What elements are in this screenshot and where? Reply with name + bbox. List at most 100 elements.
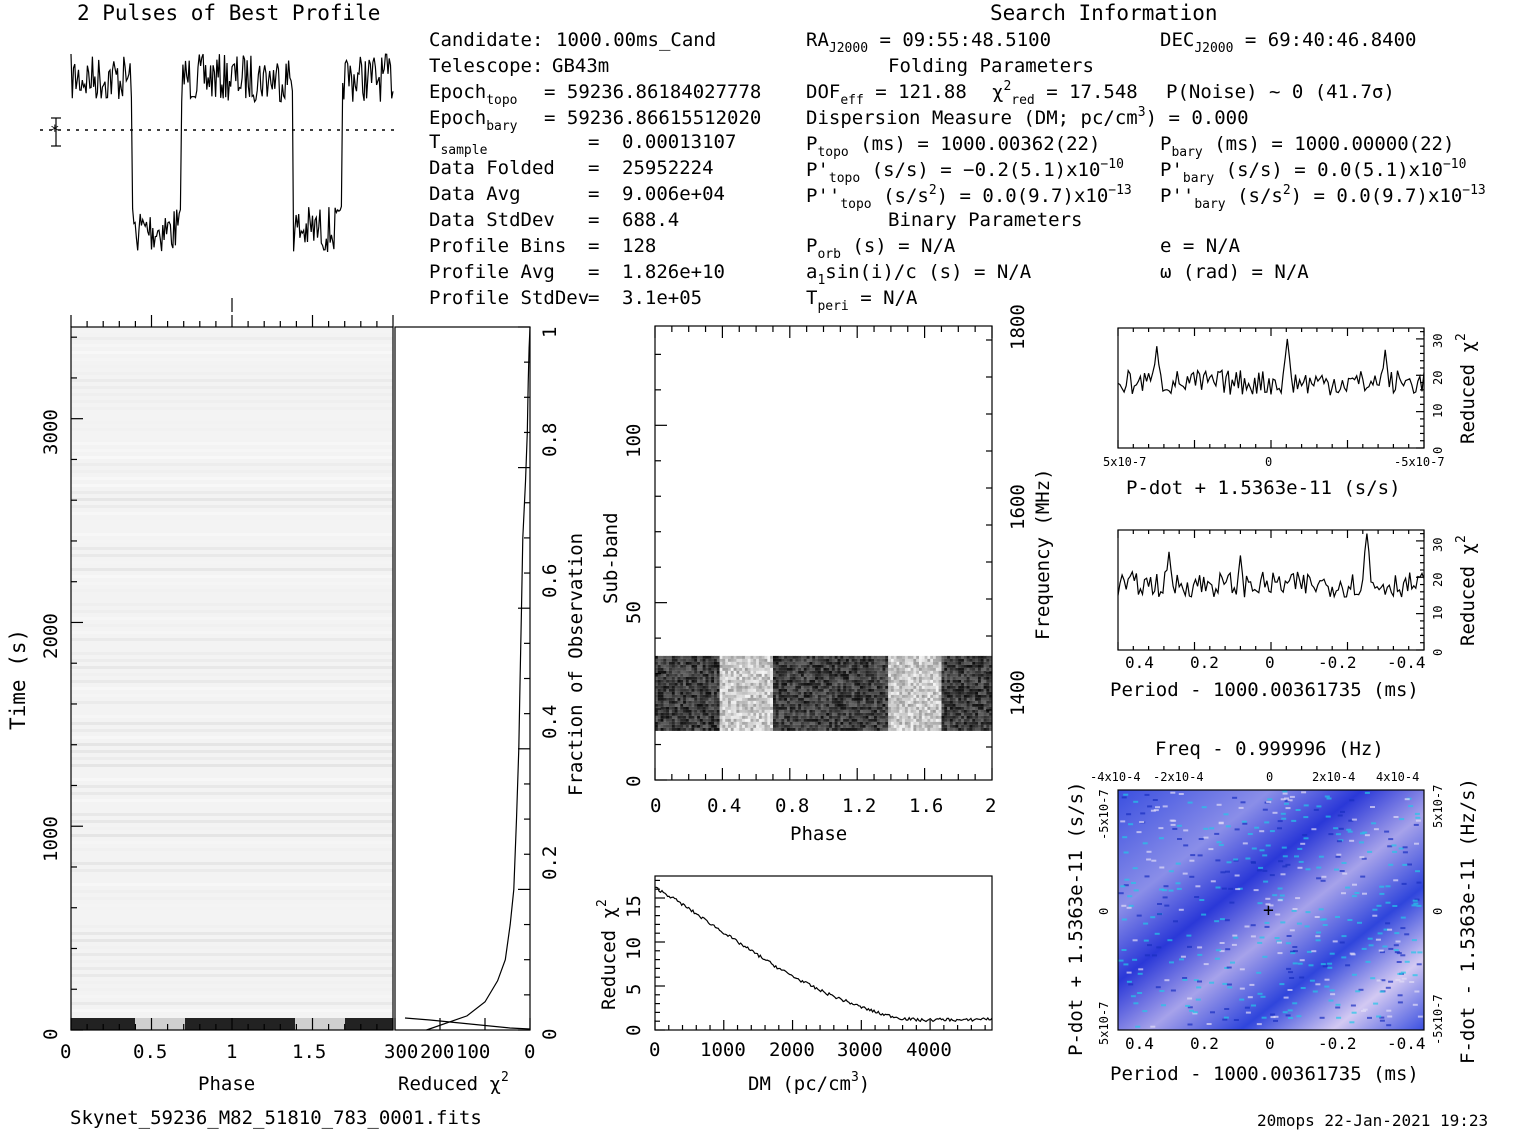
time-phase-row <box>71 834 393 837</box>
subband-cell <box>857 664 861 668</box>
subband-cell <box>848 709 852 713</box>
subband-cell <box>716 670 720 674</box>
subband-cell <box>916 703 920 707</box>
subband-cell <box>896 691 900 695</box>
subband-cell <box>924 676 928 680</box>
subband-cell <box>798 700 802 704</box>
subband-cell <box>685 721 689 725</box>
heatmap-speck <box>1210 880 1216 883</box>
subband-cell <box>980 709 984 713</box>
subband-cell <box>744 685 748 689</box>
subband-cell <box>747 724 751 728</box>
heatmap-speck <box>1143 939 1149 942</box>
subband-cell <box>697 727 701 731</box>
subband-cell <box>784 685 788 689</box>
subband-cell <box>680 655 684 659</box>
subband-cell <box>885 703 889 707</box>
subband-cell <box>660 658 664 662</box>
subband-cell <box>817 676 821 680</box>
subband-cell <box>910 700 914 704</box>
subband-cell <box>907 694 911 698</box>
subband-cell <box>784 673 788 677</box>
filename: Skynet_59236_M82_51810_783_0001.fits <box>70 1107 482 1129</box>
subband-cell <box>854 709 858 713</box>
subband-cell <box>904 670 908 674</box>
subband-cell <box>742 724 746 728</box>
subband-cell <box>767 676 771 680</box>
subband-cell <box>955 679 959 683</box>
subband-cell <box>890 673 894 677</box>
subband-cell <box>778 664 782 668</box>
subband-cell <box>933 724 937 728</box>
subband-cell <box>860 664 864 668</box>
subband-cell <box>969 709 973 713</box>
subband-cell <box>820 715 824 719</box>
subband-cell <box>817 724 821 728</box>
heatmap-speck <box>1364 791 1370 794</box>
subband-cell <box>980 724 984 728</box>
subband-cell <box>963 694 967 698</box>
heatmap-speck <box>1274 937 1280 939</box>
heatmap-speck <box>1144 793 1150 796</box>
subband-cell <box>840 685 844 689</box>
time-phase-row <box>71 330 393 333</box>
freq-tick-1800: 1800 <box>1007 304 1029 350</box>
subband-cell <box>697 697 701 701</box>
subband-cell <box>876 679 880 683</box>
subband-cell <box>846 709 850 713</box>
subband-cell <box>823 715 827 719</box>
heatmap-speck <box>1408 805 1414 808</box>
subband-cell <box>876 688 880 692</box>
subband-cell <box>882 664 886 668</box>
subband-cell <box>795 685 799 689</box>
subband-cell <box>694 658 698 662</box>
subband-cell <box>840 706 844 710</box>
subband-cell <box>742 694 746 698</box>
subband-cell <box>843 703 847 707</box>
subband-cell <box>916 706 920 710</box>
subband-cell <box>767 682 771 686</box>
subband-cell <box>823 667 827 671</box>
subband-cell <box>815 655 819 659</box>
subband-cell <box>753 709 757 713</box>
subband-cell <box>823 721 827 725</box>
subband-cell <box>694 664 698 668</box>
subband-cell <box>705 691 709 695</box>
subband-cell <box>784 697 788 701</box>
subband-cell <box>944 703 948 707</box>
subband-cell <box>983 697 987 701</box>
time-phase-row <box>71 491 393 494</box>
subband-cell <box>955 703 959 707</box>
subband-cell <box>789 703 793 707</box>
subband-cell <box>902 691 906 695</box>
chi2-time-line <box>426 326 531 1031</box>
subband-cell <box>862 676 866 680</box>
freq-tick-1400: 1400 <box>1007 670 1029 716</box>
subband-cell <box>972 655 976 659</box>
subband-cell <box>944 688 948 692</box>
subband-cell <box>921 682 925 686</box>
subband-cell <box>817 712 821 716</box>
search-info-title: Search Information <box>990 1 1218 25</box>
subband-cell <box>697 712 701 716</box>
subband-cell <box>694 667 698 671</box>
subband-cell <box>958 655 962 659</box>
subband-cell <box>669 676 673 680</box>
subband-cell <box>722 655 726 659</box>
subband-cell <box>975 655 979 659</box>
subband-cell <box>826 661 830 665</box>
sb-xlabel: Phase <box>790 823 847 845</box>
heatmap-speck <box>1226 966 1232 969</box>
subband-cell <box>722 685 726 689</box>
subband-cell <box>986 667 990 671</box>
time-phase-row <box>71 953 393 956</box>
subband-cell <box>773 679 777 683</box>
subband-cell <box>969 703 973 707</box>
subband-cell <box>694 709 698 713</box>
subband-cell <box>795 706 799 710</box>
heatmap-speck <box>1376 904 1382 907</box>
subband-cell <box>829 655 833 659</box>
subband-cell <box>927 712 931 716</box>
subband-cell <box>829 679 833 683</box>
eq-sign: = <box>588 131 599 153</box>
